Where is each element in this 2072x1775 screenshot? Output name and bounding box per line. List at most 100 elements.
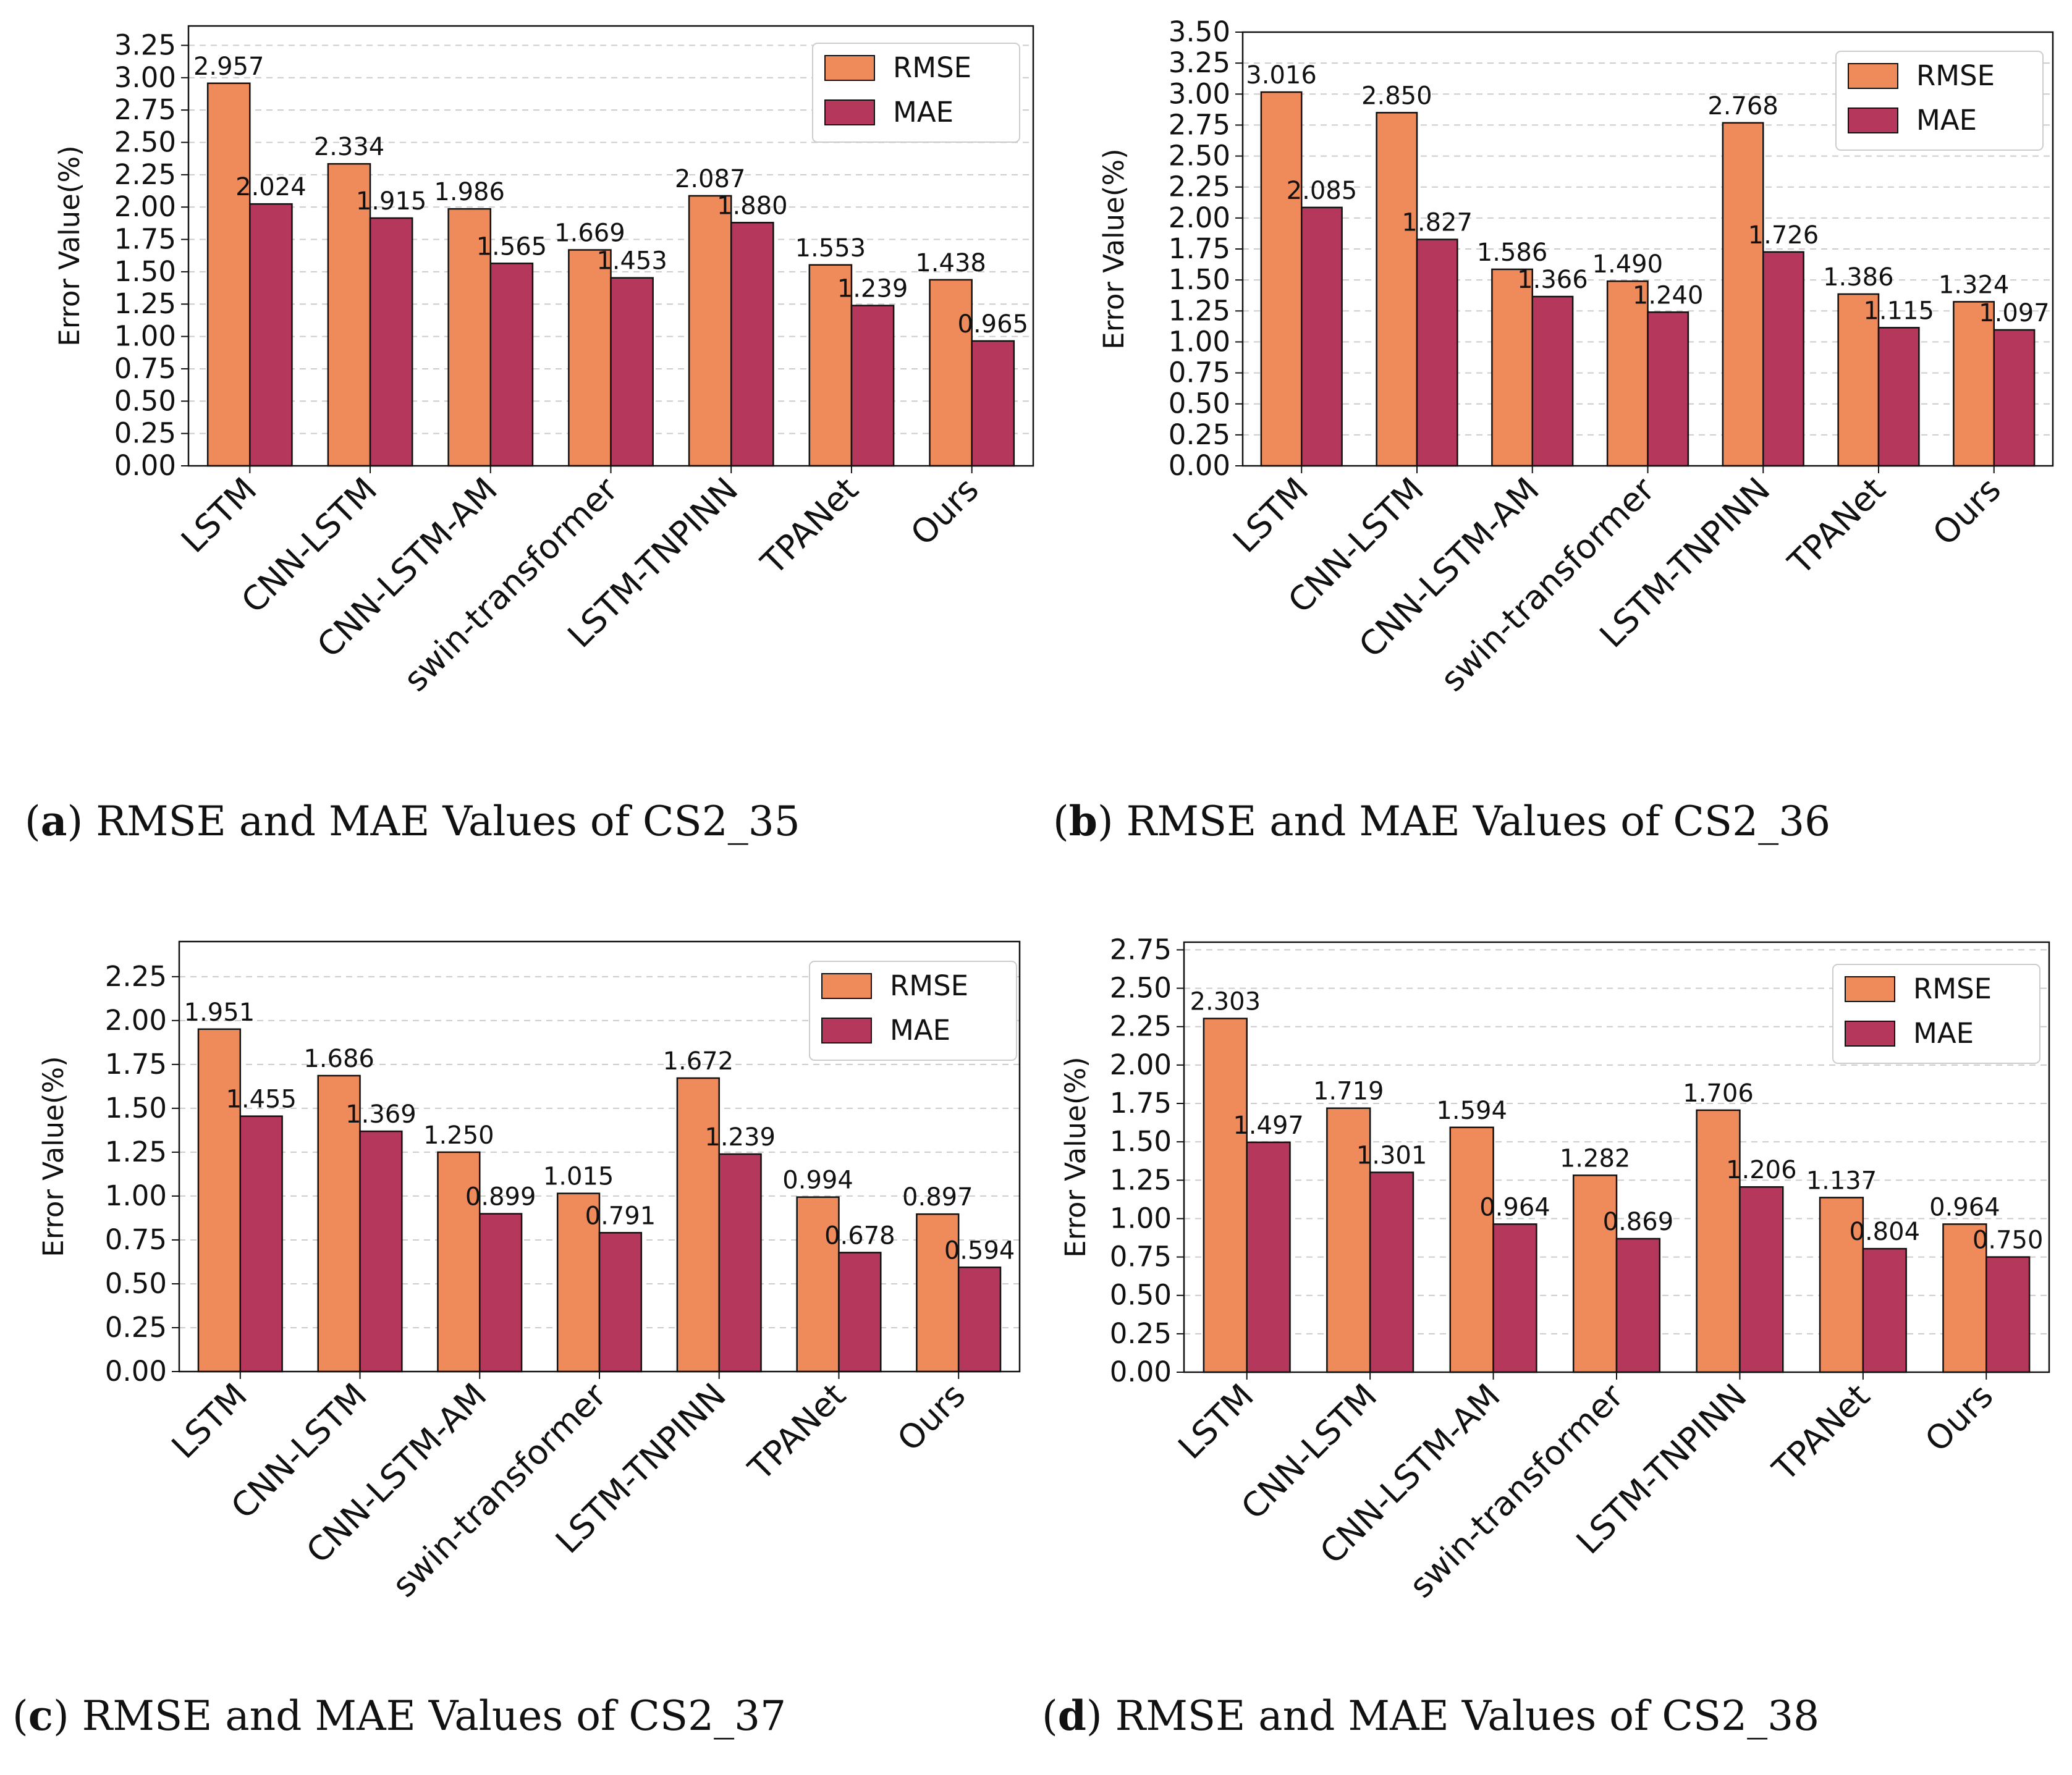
data-label-rmse: 2.768 [1707, 92, 1778, 120]
y-tick-label: 1.75 [114, 223, 176, 256]
data-label-mae: 2.085 [1287, 177, 1358, 205]
data-label-rmse: 1.438 [915, 249, 986, 277]
bar-rmse-lstm [206, 82, 251, 467]
bar-mae-cnn-lstm [369, 217, 413, 467]
y-tick-label: 0.25 [105, 1311, 167, 1344]
y-tick-label: 0.25 [114, 417, 176, 450]
legend-label-rmse: RMSE [1916, 59, 1995, 92]
data-label-mae: 0.791 [585, 1202, 656, 1230]
data-label-rmse: 1.553 [795, 234, 866, 263]
x-tick-label: LSTM [1171, 1377, 1261, 1467]
data-label-rmse: 1.015 [543, 1163, 614, 1191]
bar-mae-lstm [1300, 206, 1343, 467]
y-tick-label: 0.75 [1110, 1241, 1172, 1273]
bar-rmse-cnn-lstm [1376, 112, 1418, 467]
bar-rmse-cnn-lstm-am [1449, 1126, 1494, 1373]
y-tick-label: 1.00 [114, 320, 176, 353]
x-tick-label: Ours [903, 470, 986, 553]
caption-text: RMSE and MAE Values of CS2_37 [82, 1692, 787, 1740]
y-tick-label: 1.75 [1169, 232, 1230, 265]
plot-frame [1183, 941, 2050, 1373]
bar-mae-swin-transformer [598, 1232, 643, 1373]
bar-rmse-ours [1953, 301, 1995, 467]
y-tick-label: 0.00 [105, 1355, 167, 1388]
data-label-mae: 1.827 [1402, 209, 1473, 237]
x-tick-label: swin-transformer [396, 470, 625, 699]
bar-mae-cnn-lstm-am [1531, 295, 1574, 467]
caption-text: RMSE and MAE Values of CS2_35 [96, 798, 800, 845]
legend-swatch-mae [1848, 108, 1898, 133]
data-label-rmse: 1.137 [1806, 1166, 1877, 1195]
caption-text: RMSE and MAE Values of CS2_38 [1115, 1692, 1820, 1740]
bar-mae-swin-transformer [1615, 1237, 1661, 1373]
data-label-rmse: 1.586 [1477, 238, 1548, 267]
caption-b: (b) RMSE and MAE Values of CS2_36 [1053, 797, 1831, 845]
x-tick-label: LSTM [164, 1376, 255, 1466]
bar-mae-cnn-lstm [1369, 1171, 1414, 1373]
y-tick-label: 0.50 [114, 384, 176, 417]
data-label-mae: 1.565 [476, 232, 548, 261]
data-label-rmse: 1.282 [1560, 1144, 1631, 1173]
data-label-mae: 1.206 [1726, 1156, 1797, 1184]
legend-swatch-rmse [821, 973, 872, 999]
bar-mae-tpanet [838, 1252, 882, 1373]
y-tick-label: 2.75 [114, 93, 176, 126]
caption-letter: c [28, 1692, 53, 1740]
y-tick-label: 2.25 [1110, 1010, 1172, 1043]
bar-rmse-cnn-lstm [1326, 1107, 1371, 1373]
data-label-rmse: 1.672 [663, 1047, 734, 1076]
caption-a: (a) RMSE and MAE Values of CS2_35 [25, 797, 800, 845]
x-tick-label: TPANet [740, 1376, 853, 1488]
data-label-mae: 0.678 [824, 1221, 895, 1250]
data-label-rmse: 1.594 [1436, 1097, 1507, 1125]
y-tick-label: 0.50 [1169, 387, 1230, 420]
y-tick-label: 0.25 [1169, 418, 1230, 451]
bar-mae-cnn-lstm-am [1492, 1223, 1537, 1373]
y-tick-label: 2.50 [1110, 972, 1172, 1005]
legend-label-rmse: RMSE [893, 51, 971, 84]
bar-rmse-ours [916, 1213, 960, 1373]
legend-swatch-rmse [1848, 63, 1898, 89]
y-axis-title: Error Value(%) [1097, 148, 1130, 349]
legend-swatch-rmse [1845, 976, 1895, 1002]
bar-chart-cs2-36: 0.000.250.500.751.001.251.501.752.002.25… [1097, 15, 2054, 699]
bar-chart-cs2-38: 0.00 0.25 0.50 0.75 1.00 1.25 1.50 1.75 2.00 2.25… [1059, 933, 2050, 1605]
plot-frame [187, 25, 1034, 467]
data-label-mae: 0.869 [1603, 1208, 1674, 1236]
bar-mae-swin-transformer [1647, 311, 1689, 467]
data-label-mae: 0.750 [1973, 1226, 2044, 1255]
y-tick-label: 0.75 [1169, 356, 1230, 389]
data-label-mae: 1.497 [1233, 1111, 1304, 1140]
bar-chart-cs2-35: 0.000.250.500.751.001.251.501.752.002.25… [53, 25, 1034, 699]
bar-mae-lstm [249, 203, 293, 467]
data-label-rmse: 2.334 [314, 133, 385, 161]
bar-mae-ours [1985, 1256, 2031, 1373]
data-label-rmse: 2.087 [675, 165, 746, 193]
x-tick-label: swin-transformer [1402, 1376, 1631, 1605]
data-label-rmse: 1.951 [184, 998, 255, 1027]
bar-rmse-cnn-lstm [317, 1074, 361, 1373]
bar-rmse-lstm-tnpinn [688, 195, 732, 467]
bar-rmse-ours [1942, 1223, 1987, 1373]
data-label-mae: 1.097 [1979, 299, 2050, 327]
bar-mae-tpanet [850, 305, 895, 467]
chart-panel-a: 0.00 0.25 0.50 0.75 1.00 1.25 1.50 1.75 2.00 2.25… [0, 0, 1036, 887]
x-tick-label: Ours [1918, 1377, 2000, 1459]
y-tick-label: 1.00 [1110, 1202, 1172, 1234]
chart-panel-d: 0.00 0.25 0.50 0.75 1.00 1.25 1.50 1.75 2.00 2.25… [1036, 887, 2072, 1775]
data-label-mae: 1.726 [1748, 221, 1819, 250]
y-tick-label: 1.75 [1110, 1087, 1172, 1119]
x-tick-label: swin-transformer [1433, 470, 1662, 699]
x-tick-label: LSTM [174, 470, 264, 560]
data-label-mae: 2.024 [235, 173, 307, 201]
data-label-rmse: 1.706 [1683, 1079, 1754, 1108]
y-tick-label: 0.50 [105, 1267, 167, 1300]
legend-label-mae: MAE [1913, 1017, 1974, 1050]
data-label-mae: 1.240 [1633, 281, 1704, 310]
y-tick-label: 3.00 [114, 61, 176, 94]
legend-label-rmse: RMSE [1913, 972, 1992, 1005]
y-tick-label: 0.75 [114, 352, 176, 385]
bar-mae-lstm-tnpinn [1762, 251, 1804, 467]
data-label-rmse: 2.303 [1190, 988, 1261, 1016]
bar-mae-lstm-tnpinn [730, 222, 774, 467]
